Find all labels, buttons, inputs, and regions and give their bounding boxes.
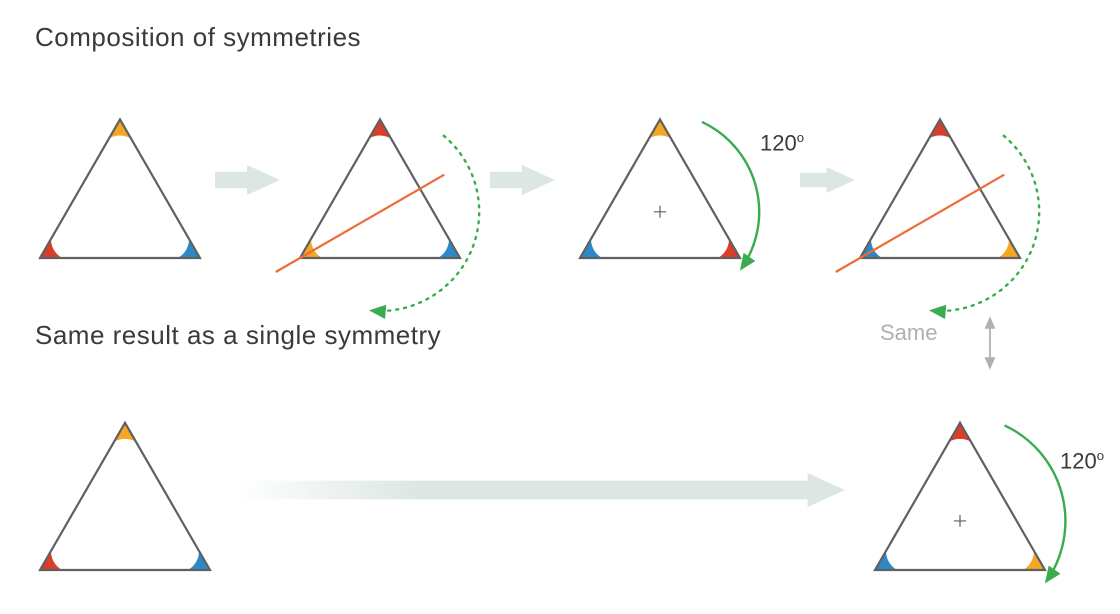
corner-wedge (649, 119, 671, 138)
title-composition: Composition of symmetries (35, 22, 361, 53)
corner-wedge (369, 119, 391, 138)
corner-wedge (1023, 551, 1045, 570)
corner-wedge (109, 119, 131, 138)
corner-wedge (188, 551, 210, 570)
triangle-top-3 (580, 119, 740, 258)
sequence-arrow (800, 167, 855, 193)
corner-wedge (438, 239, 460, 258)
flip-arc (371, 136, 479, 311)
same-label: Same (880, 320, 937, 346)
corner-wedge (40, 551, 62, 570)
title-single: Same result as a single symmetry (35, 320, 441, 351)
corner-wedge (875, 551, 897, 570)
triangle-top-1 (40, 119, 200, 258)
sequence-arrow (490, 165, 555, 195)
corner-wedge (40, 239, 62, 258)
corner-wedge (929, 119, 951, 138)
corner-wedge (718, 239, 740, 258)
triangle-bottom-left (40, 423, 210, 570)
center-mark (654, 206, 666, 218)
sequence-arrow (235, 473, 845, 507)
corner-wedge (178, 239, 200, 258)
rotation-label-bottom: 120o (1060, 448, 1104, 474)
triangle-top-4 (860, 119, 1020, 258)
triangle-bottom-right (875, 423, 1045, 570)
corner-wedge (580, 239, 602, 258)
rotation-label-top: 120o (760, 130, 804, 156)
center-mark (954, 515, 966, 527)
corner-wedge (114, 423, 136, 442)
sequence-arrow (215, 165, 280, 195)
triangle-top-2 (300, 119, 460, 258)
flip-arc (931, 136, 1039, 311)
corner-wedge (998, 239, 1020, 258)
corner-wedge (949, 423, 971, 442)
